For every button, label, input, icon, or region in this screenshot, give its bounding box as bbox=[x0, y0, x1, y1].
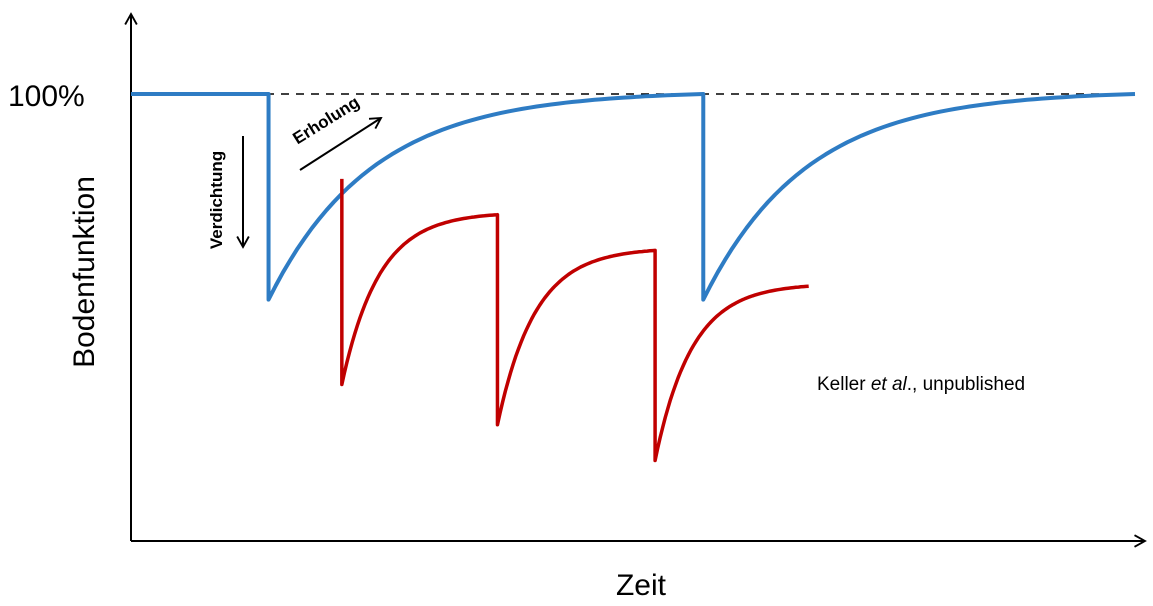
annotation-verdichtung: Verdichtung bbox=[207, 151, 226, 249]
series-blue-line bbox=[131, 92, 1136, 302]
source-credit: Keller et al., unpublished bbox=[817, 374, 1025, 395]
series-red-line bbox=[340, 178, 809, 463]
annotation-erholung-arrow bbox=[299, 116, 383, 171]
y-axis-label: Bodenfunktion bbox=[68, 176, 101, 368]
annotation-erholung: Erholung bbox=[289, 93, 362, 149]
x-axis-label: Zeit bbox=[616, 569, 667, 602]
y-tick-label-100: 100% bbox=[8, 80, 85, 113]
